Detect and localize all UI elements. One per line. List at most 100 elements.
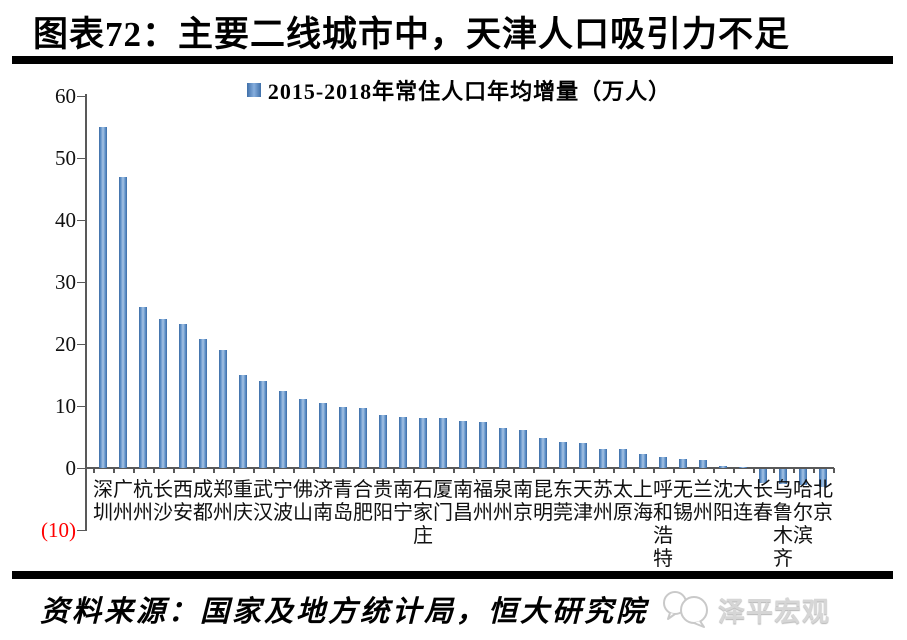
bar-成都 bbox=[199, 339, 207, 468]
y-tick-label: (10) bbox=[41, 518, 76, 542]
title-divider bbox=[12, 56, 893, 64]
x-tick-mark bbox=[393, 468, 395, 473]
bar-重庆 bbox=[239, 375, 247, 468]
bar-呼和浩特 bbox=[659, 456, 667, 468]
x-category-label: 东莞 bbox=[553, 479, 573, 524]
y-tick-mark bbox=[77, 157, 85, 159]
y-tick-label: 20 bbox=[55, 332, 76, 356]
x-tick-mark bbox=[733, 468, 735, 473]
x-category-label: 济南 bbox=[313, 479, 333, 524]
x-tick-mark bbox=[133, 468, 135, 473]
legend-swatch-icon bbox=[246, 83, 261, 97]
brand-name: 泽平宏观 bbox=[718, 596, 831, 627]
x-tick-mark bbox=[193, 468, 195, 473]
x-tick-mark bbox=[773, 468, 775, 473]
bar-南宁 bbox=[399, 417, 407, 468]
x-tick-mark bbox=[293, 468, 295, 473]
x-tick-mark bbox=[233, 468, 235, 473]
x-category-label: 福州 bbox=[473, 479, 493, 524]
x-category-label: 西安 bbox=[173, 479, 193, 524]
x-tick-mark bbox=[253, 468, 255, 473]
x-category-label: 上海 bbox=[633, 479, 653, 524]
x-axis-line bbox=[85, 467, 834, 469]
chat-bubbles-icon bbox=[663, 591, 709, 628]
bar-宁波 bbox=[279, 391, 287, 468]
x-category-label: 杭州 bbox=[133, 479, 153, 524]
bar-天津 bbox=[579, 443, 587, 468]
y-tick-mark bbox=[77, 405, 85, 407]
bar-昆明 bbox=[539, 437, 547, 468]
x-tick-mark bbox=[513, 468, 515, 473]
bar-南昌 bbox=[459, 420, 467, 468]
bar-佛山 bbox=[299, 398, 307, 468]
x-tick-mark bbox=[613, 468, 615, 473]
x-tick-mark bbox=[573, 468, 575, 473]
x-tick-mark bbox=[693, 468, 695, 473]
y-tick-label: 40 bbox=[55, 208, 76, 232]
source-footer: 资料来源：国家及地方统计局，恒大研究院 泽平宏观 bbox=[0, 583, 907, 635]
x-tick-mark bbox=[833, 468, 835, 473]
x-tick-mark bbox=[373, 468, 375, 473]
bar-石家庄 bbox=[419, 417, 427, 468]
x-category-label: 成都 bbox=[193, 479, 213, 524]
y-tick-label: 10 bbox=[55, 394, 76, 418]
x-category-label: 呼和浩特 bbox=[653, 479, 673, 570]
y-tick-label: 0 bbox=[65, 456, 77, 480]
bar-广州 bbox=[119, 176, 127, 468]
bar-贵阳 bbox=[379, 415, 387, 468]
x-tick-mark bbox=[493, 468, 495, 473]
bar-西安 bbox=[179, 324, 187, 468]
y-axis-line bbox=[85, 94, 87, 531]
x-category-label: 天津 bbox=[573, 479, 593, 524]
x-tick-mark bbox=[313, 468, 315, 473]
x-category-label: 贵阳 bbox=[373, 479, 393, 524]
legend-label: 2015-2018年常住人口年均增量（万人） bbox=[267, 79, 672, 104]
footer-divider bbox=[12, 571, 893, 579]
bar-北京 bbox=[819, 469, 827, 487]
y-tick-mark bbox=[77, 529, 85, 531]
x-category-label: 太原 bbox=[613, 479, 633, 524]
x-tick-mark bbox=[633, 468, 635, 473]
x-category-label: 郑州 bbox=[213, 479, 233, 524]
x-tick-mark bbox=[433, 468, 435, 473]
bar-福州 bbox=[479, 421, 487, 468]
x-tick-mark bbox=[273, 468, 275, 473]
bar-南京 bbox=[519, 430, 527, 468]
bar-合肥 bbox=[359, 407, 367, 468]
bar-无锡 bbox=[679, 458, 687, 468]
y-tick-label: 60 bbox=[55, 84, 76, 108]
x-category-label: 大连 bbox=[733, 479, 753, 524]
x-category-label: 兰州 bbox=[693, 479, 713, 524]
x-tick-mark bbox=[553, 468, 555, 473]
bar-泉州 bbox=[499, 427, 507, 468]
x-tick-mark bbox=[333, 468, 335, 473]
y-tick-label: 50 bbox=[55, 146, 76, 170]
chart-legend: 2015-2018年常住人口年均增量（万人） bbox=[85, 74, 833, 106]
x-category-label: 哈尔滨 bbox=[793, 479, 813, 547]
x-category-label: 重庆 bbox=[233, 479, 253, 524]
x-tick-mark bbox=[813, 468, 815, 473]
bar-长沙 bbox=[159, 319, 167, 468]
x-tick-mark bbox=[173, 468, 175, 473]
figure-title: 图表72：主要二线城市中，天津人口吸引力不足 bbox=[33, 15, 791, 54]
bar-苏州 bbox=[599, 448, 607, 468]
x-tick-mark bbox=[473, 468, 475, 473]
x-category-label: 无锡 bbox=[673, 479, 693, 524]
x-category-label: 合肥 bbox=[353, 479, 373, 524]
y-tick-mark bbox=[77, 219, 85, 221]
x-category-label: 昆明 bbox=[533, 479, 553, 524]
y-tick-mark bbox=[77, 95, 85, 97]
bar-兰州 bbox=[699, 459, 707, 468]
x-category-label: 石家庄 bbox=[413, 479, 433, 547]
x-category-label: 泉州 bbox=[493, 479, 513, 524]
bar-杭州 bbox=[139, 306, 147, 468]
x-category-label: 南京 bbox=[513, 479, 533, 524]
y-tick-mark bbox=[77, 281, 85, 283]
x-category-label: 北京 bbox=[813, 479, 833, 524]
brand-logo: 泽平宏观 bbox=[660, 588, 830, 630]
bar-上海 bbox=[639, 454, 647, 468]
x-category-label: 苏州 bbox=[593, 479, 613, 524]
x-tick-mark bbox=[673, 468, 675, 473]
bar-厦门 bbox=[439, 418, 447, 468]
